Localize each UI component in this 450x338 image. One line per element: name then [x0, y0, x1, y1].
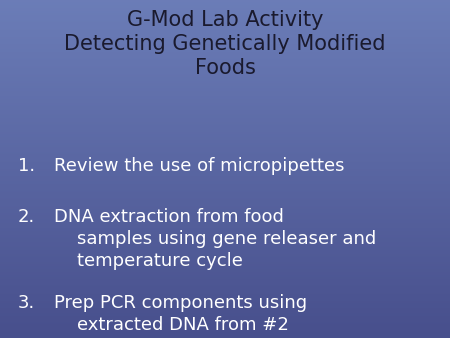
Text: DNA extraction from food
    samples using gene releaser and
    temperature cyc: DNA extraction from food samples using g…	[54, 208, 376, 270]
Text: 3.: 3.	[18, 294, 35, 312]
Text: 2.: 2.	[18, 208, 35, 226]
Text: Prep PCR components using
    extracted DNA from #2: Prep PCR components using extracted DNA …	[54, 294, 307, 334]
Text: G-Mod Lab Activity
Detecting Genetically Modified
Foods: G-Mod Lab Activity Detecting Genetically…	[64, 10, 386, 78]
Text: Review the use of micropipettes: Review the use of micropipettes	[54, 157, 345, 175]
Text: 1.: 1.	[18, 157, 35, 175]
